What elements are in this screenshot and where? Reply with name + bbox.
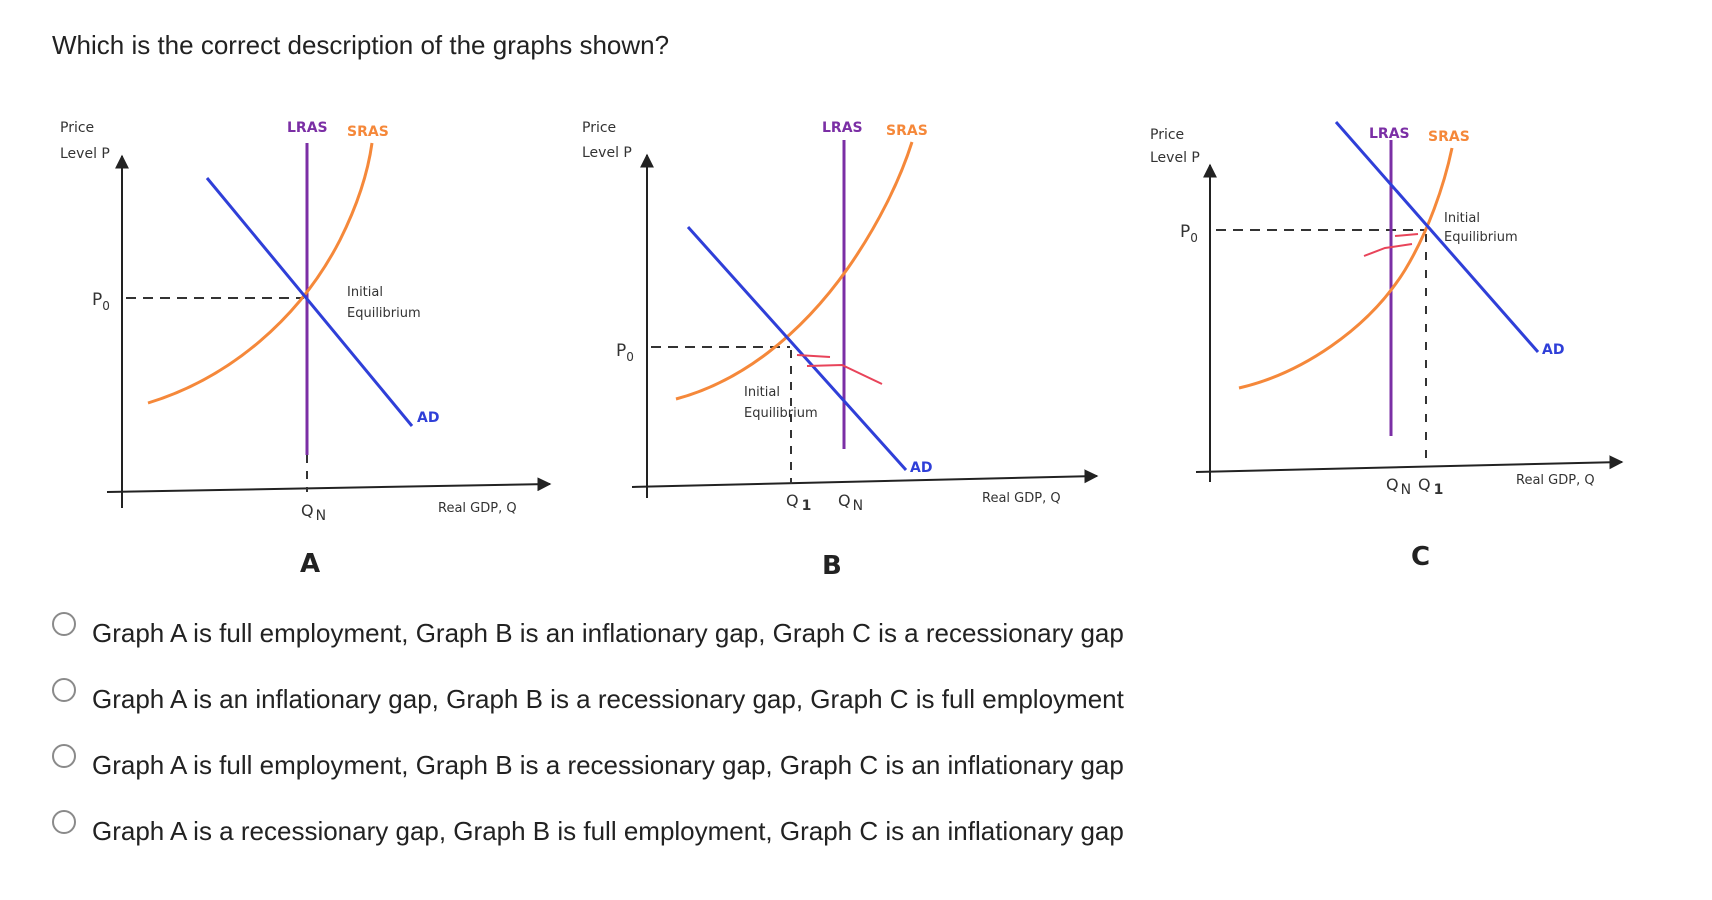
answer-option-2[interactable]: Graph A is an inflationary gap, Graph B … bbox=[52, 666, 1124, 732]
graphs-figure: Price Level P P0 LRAS SRAS AD Initial Eq… bbox=[60, 120, 1624, 581]
answer-option-1[interactable]: Graph A is full employment, Graph B is a… bbox=[52, 600, 1124, 666]
answer-option-4-label[interactable]: Graph A is a recessionary gap, Graph B i… bbox=[92, 815, 1124, 846]
graph-a: Price Level P P0 LRAS SRAS AD Initial Eq… bbox=[60, 120, 552, 579]
graph-b-x-label: Real GDP, Q bbox=[982, 491, 1061, 506]
answer-options: Graph A is full employment, Graph B is a… bbox=[52, 600, 1124, 864]
graph-b-ad-label: AD bbox=[910, 460, 932, 476]
graph-c-lras-label: LRAS bbox=[1369, 126, 1410, 142]
graph-b-ad-line bbox=[686, 225, 908, 472]
graph-b-adjustment-arrow bbox=[796, 354, 883, 385]
graph-a-x-label: Real GDP, Q bbox=[438, 501, 517, 516]
answer-option-2-label[interactable]: Graph A is an inflationary gap, Graph B … bbox=[92, 683, 1124, 714]
answer-option-3-label[interactable]: Graph A is full employment, Graph B is a… bbox=[92, 749, 1124, 780]
graph-b-lras-label: LRAS bbox=[822, 120, 863, 136]
graph-c-ad-label: AD bbox=[1542, 342, 1564, 358]
graph-c-annotation-2: Equilibrium bbox=[1444, 230, 1518, 245]
graph-b-annotation-2: Equilibrium bbox=[744, 406, 818, 421]
graph-c: Price Level P P0 LRAS SRAS AD Initial Eq… bbox=[1150, 121, 1624, 572]
graph-b-letter: B bbox=[822, 551, 842, 581]
graph-b-sras-curve bbox=[675, 141, 914, 401]
graph-a-annotation: Initial bbox=[347, 285, 383, 300]
graph-a-y-label: Price bbox=[60, 120, 94, 136]
graph-c-sras-curve bbox=[1238, 147, 1454, 390]
graph-b-y-label-2: Level P bbox=[582, 145, 632, 161]
graph-c-x-label: Real GDP, Q bbox=[1516, 473, 1595, 488]
graph-a-ad-line bbox=[205, 177, 414, 427]
graph-a-x-axis bbox=[106, 477, 552, 493]
answer-option-3[interactable]: Graph A is full employment, Graph B is a… bbox=[52, 732, 1124, 798]
graph-c-letter: C bbox=[1411, 542, 1430, 572]
graph-a-sras-curve bbox=[147, 142, 374, 405]
graph-b-sras-label: SRAS bbox=[886, 123, 928, 139]
graph-c-adjustment-arrow bbox=[1363, 233, 1419, 257]
graph-c-p-label: P0 bbox=[1180, 222, 1198, 245]
answer-option-1-label[interactable]: Graph A is full employment, Graph B is a… bbox=[92, 617, 1124, 648]
graph-a-ad-label: AD bbox=[417, 410, 439, 426]
graph-a-annotation-2: Equilibrium bbox=[347, 306, 421, 321]
graph-c-annotation: Initial bbox=[1444, 211, 1480, 226]
question-text: Which is the correct description of the … bbox=[52, 30, 670, 60]
radio-button-2[interactable] bbox=[52, 678, 76, 702]
graph-b-y-label: Price bbox=[582, 120, 616, 136]
graph-b: Price Level P P0 LRAS SRAS AD Initial Eq… bbox=[582, 120, 1099, 581]
graph-a-sras-label: SRAS bbox=[347, 124, 389, 140]
answer-option-4[interactable]: Graph A is a recessionary gap, Graph B i… bbox=[52, 798, 1124, 864]
graph-a-y-label-2: Level P bbox=[60, 146, 110, 162]
graph-c-sras-label: SRAS bbox=[1428, 129, 1470, 145]
radio-button-1[interactable] bbox=[52, 612, 76, 636]
graph-b-annotation: Initial bbox=[744, 385, 780, 400]
graph-c-x-axis bbox=[1195, 455, 1624, 473]
graph-a-p-label: P0 bbox=[92, 290, 110, 313]
graph-a-letter: A bbox=[300, 549, 320, 579]
radio-button-4[interactable] bbox=[52, 810, 76, 834]
graph-b-x-axis bbox=[631, 469, 1099, 488]
radio-button-3[interactable] bbox=[52, 744, 76, 768]
graph-a-lras-label: LRAS bbox=[287, 120, 328, 136]
graph-c-ad-line bbox=[1334, 121, 1540, 353]
graph-c-y-label: Price bbox=[1150, 127, 1184, 143]
graph-b-p-label: P0 bbox=[616, 341, 634, 364]
graph-c-y-label-2: Level P bbox=[1150, 150, 1200, 166]
